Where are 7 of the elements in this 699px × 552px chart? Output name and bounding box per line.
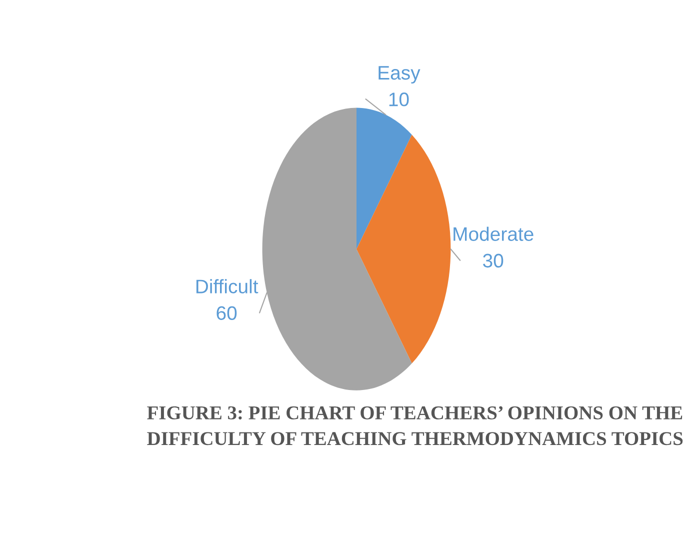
data-label: 10 — [389, 92, 409, 106]
data-label: 60 — [216, 306, 237, 320]
slice-label: Easy — [378, 66, 420, 84]
slice-label: Moderate — [454, 226, 534, 241]
slice-label: Difficult — [196, 279, 258, 294]
text: FIGURE 3: PIE CHART OF TEACHERS’ OPINIONS ON THE DIFFICULTY OF TEACHING THERMODYNAMICS TOPICS — [147, 406, 683, 446]
data-label: 30 — [483, 254, 504, 268]
